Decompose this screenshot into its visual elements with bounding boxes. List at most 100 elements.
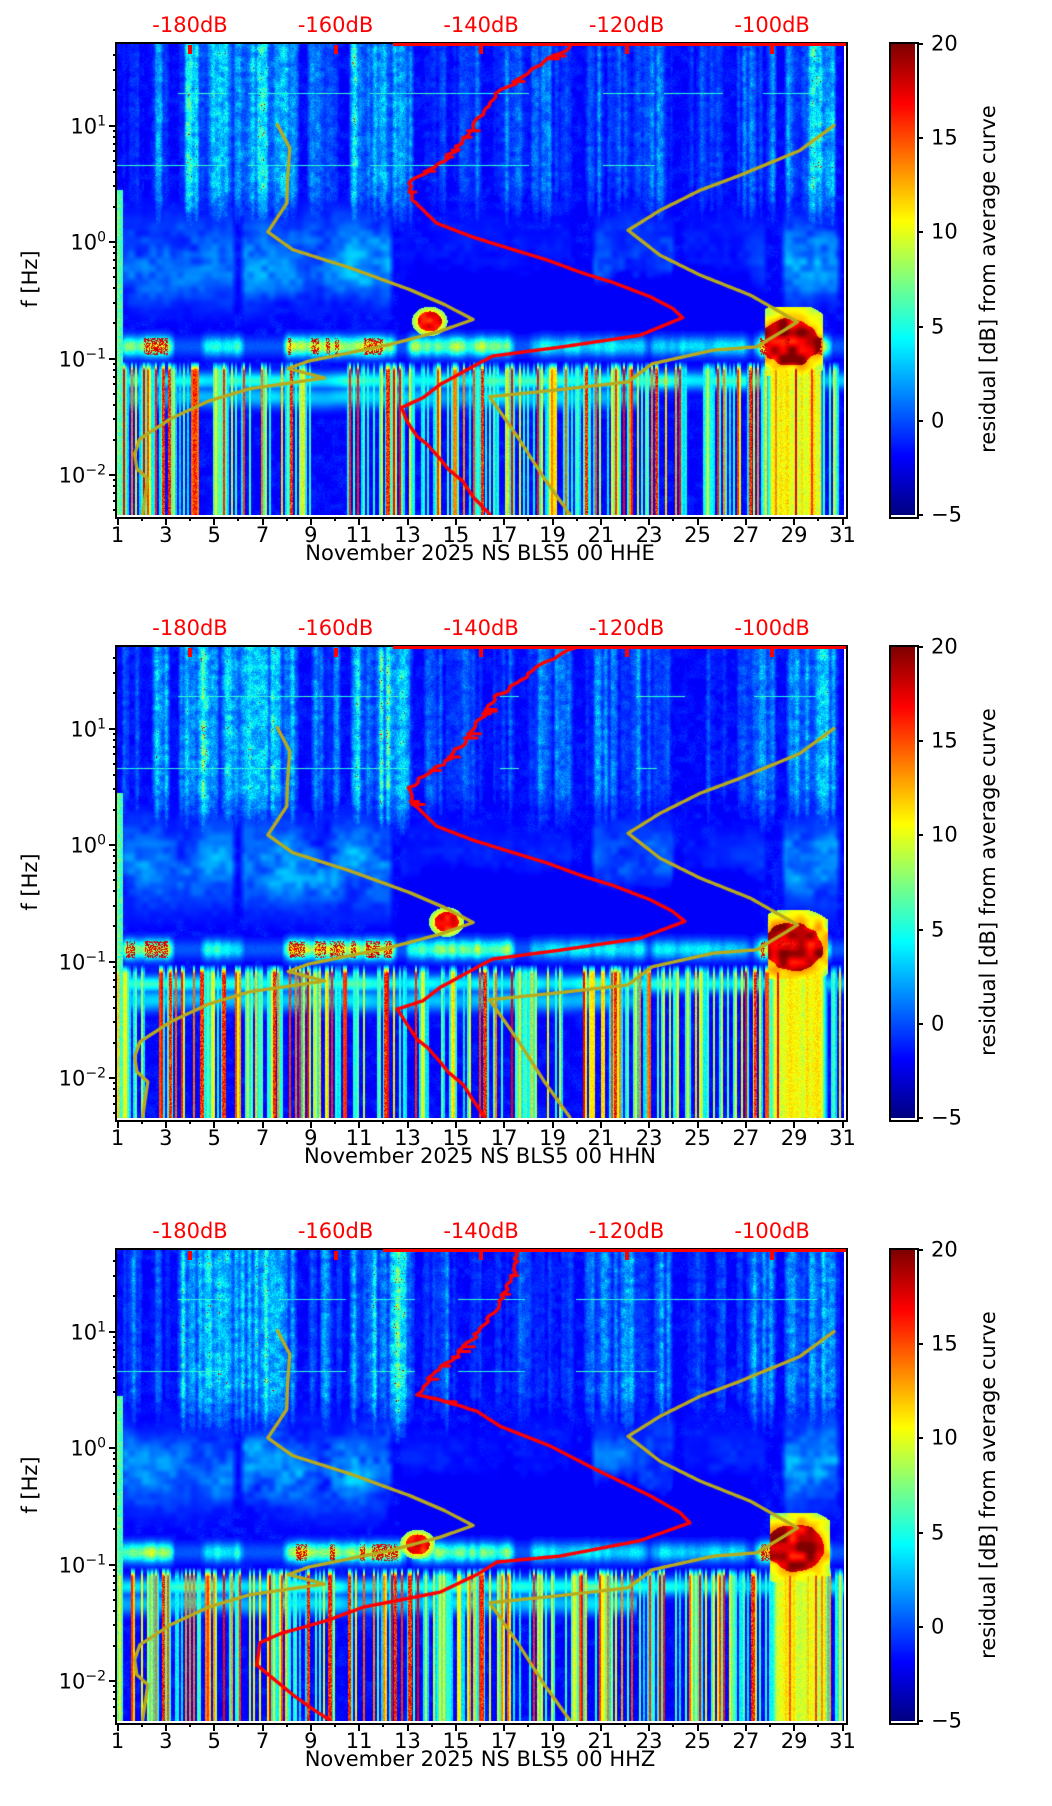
- colorbar-tick-label: 0: [931, 1614, 945, 1639]
- x-tick: [285, 517, 288, 521]
- y-minor-tick: [113, 492, 117, 495]
- x-tick: [817, 1723, 820, 1727]
- y-tick: [109, 124, 117, 127]
- x-tick: [261, 1120, 264, 1128]
- x-tick-label: 13: [394, 1729, 421, 1753]
- colorbar: [891, 647, 915, 1118]
- db-tick-label: -140dB: [443, 1219, 519, 1243]
- x-tick: [551, 517, 554, 525]
- y-minor-tick: [113, 1021, 117, 1024]
- y-minor-tick: [113, 965, 117, 968]
- x-tick-label: 21: [587, 1126, 615, 1150]
- x-tick: [140, 1120, 143, 1124]
- colorbar-tick: [917, 1437, 923, 1440]
- x-tick: [841, 1120, 844, 1128]
- db-tick: [333, 1251, 338, 1260]
- y-minor-tick: [113, 657, 117, 660]
- colorbar-tick: [917, 1720, 923, 1722]
- x-tick-label: 5: [207, 1126, 221, 1150]
- colorbar-tick: [917, 834, 923, 837]
- y-tick-label: 10−1: [58, 346, 106, 371]
- x-tick-label: 29: [780, 523, 808, 547]
- x-tick: [237, 1723, 240, 1727]
- x-tick: [696, 1723, 699, 1731]
- spectrogram-canvas: [117, 647, 844, 1118]
- db-tick: [479, 45, 484, 54]
- db-tick: [333, 648, 338, 657]
- db-tick-label: -120dB: [588, 1219, 665, 1243]
- x-tick-label: 27: [732, 523, 760, 547]
- y-minor-tick: [113, 1274, 117, 1277]
- colorbar-label: residual [dB] from average curve: [976, 105, 1000, 453]
- x-tick: [527, 1723, 530, 1727]
- y-tick-label: 100: [70, 1435, 106, 1461]
- x-tick: [503, 1723, 506, 1731]
- y-minor-tick: [113, 485, 117, 488]
- colorbar-tick: [917, 740, 923, 743]
- y-minor-tick: [113, 1411, 117, 1414]
- db-tick-label: -120dB: [588, 13, 665, 37]
- y-minor-tick: [113, 745, 117, 748]
- y-minor-tick: [113, 1095, 117, 1098]
- x-tick-label: 27: [732, 1126, 760, 1150]
- y-minor-tick: [113, 788, 117, 791]
- y-tick-label: 10−1: [58, 949, 106, 974]
- x-tick: [672, 517, 675, 521]
- y-minor-tick: [113, 246, 117, 249]
- y-minor-tick: [113, 259, 117, 262]
- colorbar-tick-label: 0: [931, 1011, 945, 1036]
- x-tick-label: 9: [304, 1729, 318, 1753]
- x-tick: [116, 1723, 119, 1731]
- y-minor-tick: [113, 301, 117, 304]
- colorbar-tick-label: 5: [931, 917, 945, 942]
- x-tick: [479, 1723, 481, 1727]
- x-tick: [527, 517, 530, 521]
- db-tick: [770, 45, 775, 54]
- colorbar-tick-label: 10: [931, 822, 958, 847]
- db-tick: [770, 648, 775, 657]
- y-tick: [109, 1330, 117, 1333]
- x-tick-label: 31: [829, 1729, 856, 1753]
- colorbar-tick-label: 0: [931, 408, 945, 433]
- db-tick-label: -120dB: [588, 616, 665, 640]
- x-tick-label: 1: [110, 523, 125, 547]
- y-minor-tick: [113, 479, 117, 482]
- colorbar-label: residual [dB] from average curve: [976, 708, 1000, 1056]
- x-tick: [164, 1723, 167, 1731]
- y-minor-tick: [113, 1568, 117, 1571]
- x-tick-label: 1: [110, 1126, 125, 1150]
- colorbar-tick-label: 20: [931, 634, 958, 659]
- x-tick: [285, 1120, 288, 1124]
- y-minor-tick: [113, 1391, 117, 1394]
- y-minor-tick: [113, 54, 117, 57]
- y-minor-tick: [113, 869, 117, 872]
- y-minor-tick: [113, 135, 117, 138]
- colorbar-tick: [917, 419, 923, 422]
- db-tick-label: -160dB: [297, 1219, 374, 1243]
- y-minor-tick: [113, 692, 117, 695]
- db-tick-label: -180dB: [152, 13, 228, 37]
- y-minor-tick: [113, 392, 117, 395]
- y-minor-tick: [113, 1102, 117, 1105]
- y-minor-tick: [113, 509, 117, 512]
- x-tick: [189, 1120, 191, 1124]
- x-tick-label: 7: [255, 1729, 270, 1753]
- x-tick: [309, 517, 312, 525]
- y-minor-tick: [113, 89, 117, 92]
- x-tick: [334, 1120, 336, 1124]
- panel-title: November 2025 NS BLS5 00 HHZ: [304, 1747, 656, 1771]
- db-tick-label: -100dB: [734, 1219, 810, 1243]
- colorbar-tick-label: 5: [931, 314, 945, 339]
- y-tick-label: 100: [70, 229, 106, 255]
- y-minor-tick: [113, 808, 117, 811]
- spectrogram-panel-hhe: f [Hz] November 2025 NS BLS5 00 HHE resi…: [0, 0, 1052, 603]
- y-axis-label: f [Hz]: [18, 1456, 42, 1514]
- y-minor-tick: [113, 322, 117, 325]
- db-tick: [188, 648, 192, 657]
- x-tick-label: 3: [159, 523, 173, 547]
- x-tick: [406, 517, 409, 525]
- y-minor-tick: [113, 1356, 117, 1359]
- y-minor-tick: [113, 1581, 117, 1584]
- x-tick-label: 19: [539, 523, 566, 547]
- y-minor-tick: [113, 849, 117, 852]
